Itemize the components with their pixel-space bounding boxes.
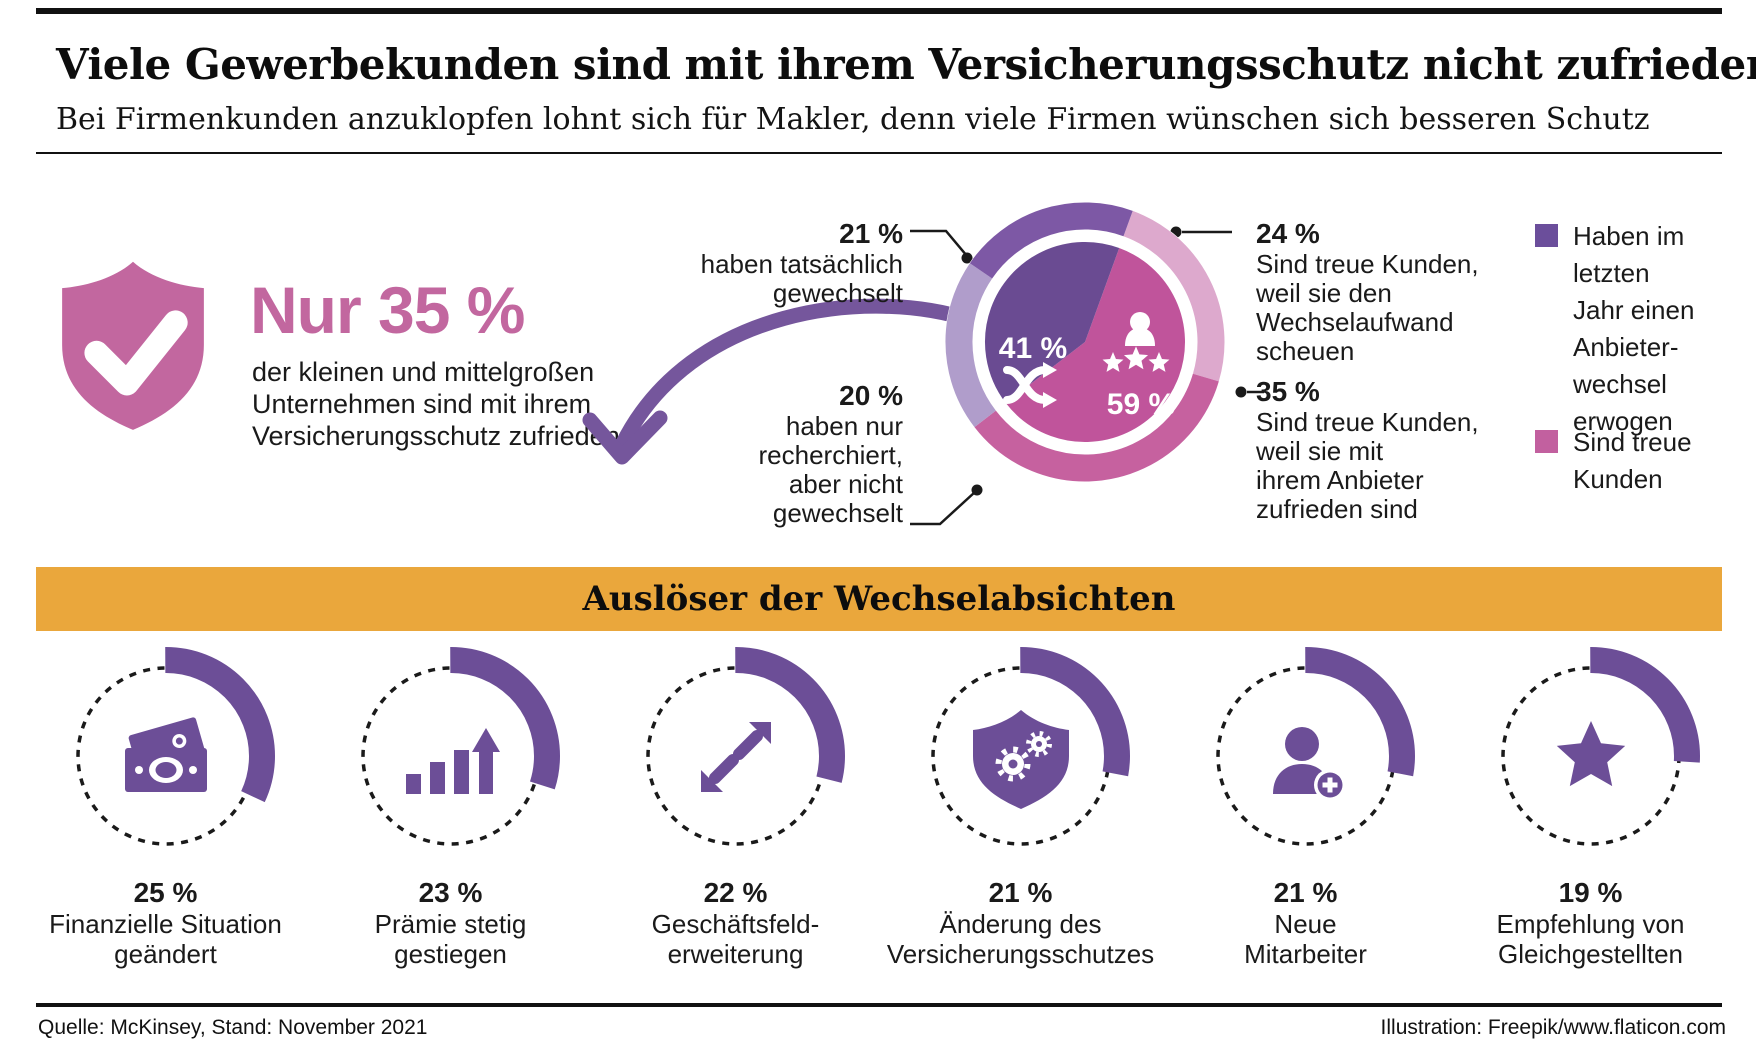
legend-swatch-pink	[1535, 430, 1558, 453]
triggers-row: 25 % Finanzielle Situation geändert 23 %…	[23, 644, 1733, 969]
trigger-expansion: 22 % Geschäftsfeld- erweiterung	[593, 644, 878, 969]
section-banner-title: Auslöser der Wechselabsichten	[582, 579, 1176, 619]
shuffle-icon	[1003, 362, 1057, 408]
illustration-credit: Illustration: Freepik/www.flaticon.com	[1380, 1016, 1726, 1039]
gauge	[56, 647, 275, 865]
trigger-new-employees: 21 % Neue Mitarbeiter	[1163, 644, 1448, 969]
donut-seg-switched	[945, 202, 1225, 482]
expand-arrows-icon	[700, 722, 771, 792]
loyal-customer-icon	[1102, 312, 1170, 372]
trigger-coverage-change: 21 % Änderung des Versicherungsschutzes	[878, 644, 1163, 969]
trigger-finances: 25 % Finanzielle Situation geändert	[23, 644, 308, 969]
donut-inner-label-considered: 41 %	[999, 332, 1067, 365]
page-subtitle: Bei Firmenkunden anzuklopfen lohnt sich …	[56, 102, 1650, 137]
curved-arrow-icon	[582, 298, 970, 465]
gauge	[1481, 647, 1700, 865]
top-rule	[36, 8, 1722, 14]
donut-slice-considered	[985, 242, 1185, 442]
callout-pct: 35 %	[1256, 376, 1320, 407]
source-credit: Quelle: McKinsey, Stand: November 2021	[38, 1016, 428, 1039]
legend-item-loyal: Sind treue Kunden	[1535, 424, 1692, 498]
bar-chart-icon	[405, 728, 500, 794]
money-icon	[124, 717, 207, 792]
star-icon	[1556, 721, 1625, 787]
trigger-premium: 23 % Prämie stetig gestiegen	[308, 644, 593, 969]
callout-researched: 20 % haben nur recherchiert, aber nicht …	[640, 380, 904, 528]
callout-loyal-satisfied: 35 % Sind treue Kunden, weil sie mit ihr…	[1256, 376, 1506, 524]
legend-swatch-purple	[1535, 224, 1558, 247]
shield-gears-icon	[972, 710, 1069, 809]
callout-loyal-effort: 24 % Sind treue Kunden, weil sie den Wec…	[1256, 218, 1506, 366]
gauge	[341, 647, 560, 865]
section-banner: Auslöser der Wechselabsichten	[36, 567, 1722, 631]
header-rule	[36, 152, 1722, 154]
legend-item-considered: Haben im letzten Jahr einen Anbieter- we…	[1535, 218, 1694, 440]
callout-switched: 21 % haben tatsächlich gewechselt	[640, 218, 903, 308]
highlight-value: Nur 35 %	[250, 273, 525, 347]
callout-pct: 24 %	[1256, 218, 1320, 249]
callout-pct: 21 %	[839, 218, 903, 249]
page-title: Viele Gewerbekunden sind mit ihrem Versi…	[56, 40, 1756, 89]
gauge	[911, 647, 1130, 865]
add-user-icon	[1272, 727, 1346, 801]
callout-connectors	[910, 226, 1264, 526]
gauge	[626, 647, 845, 865]
highlight-description: der kleinen und mittelgroßen Unternehmen…	[252, 357, 620, 451]
callout-pct: 20 %	[839, 380, 903, 411]
donut-inner-label-loyal: 59 %	[1107, 388, 1175, 421]
gauge	[1196, 647, 1415, 865]
donut-seg-loyal-satisfied	[945, 202, 1225, 482]
shield-check-icon	[62, 261, 204, 430]
footer-rule	[36, 1003, 1722, 1007]
donut-chart: 41 % 59 %	[945, 202, 1225, 482]
trigger-recommendation: 19 % Empfehlung von Gleichgestellten	[1448, 644, 1733, 969]
donut-seg-researched	[945, 202, 1225, 482]
